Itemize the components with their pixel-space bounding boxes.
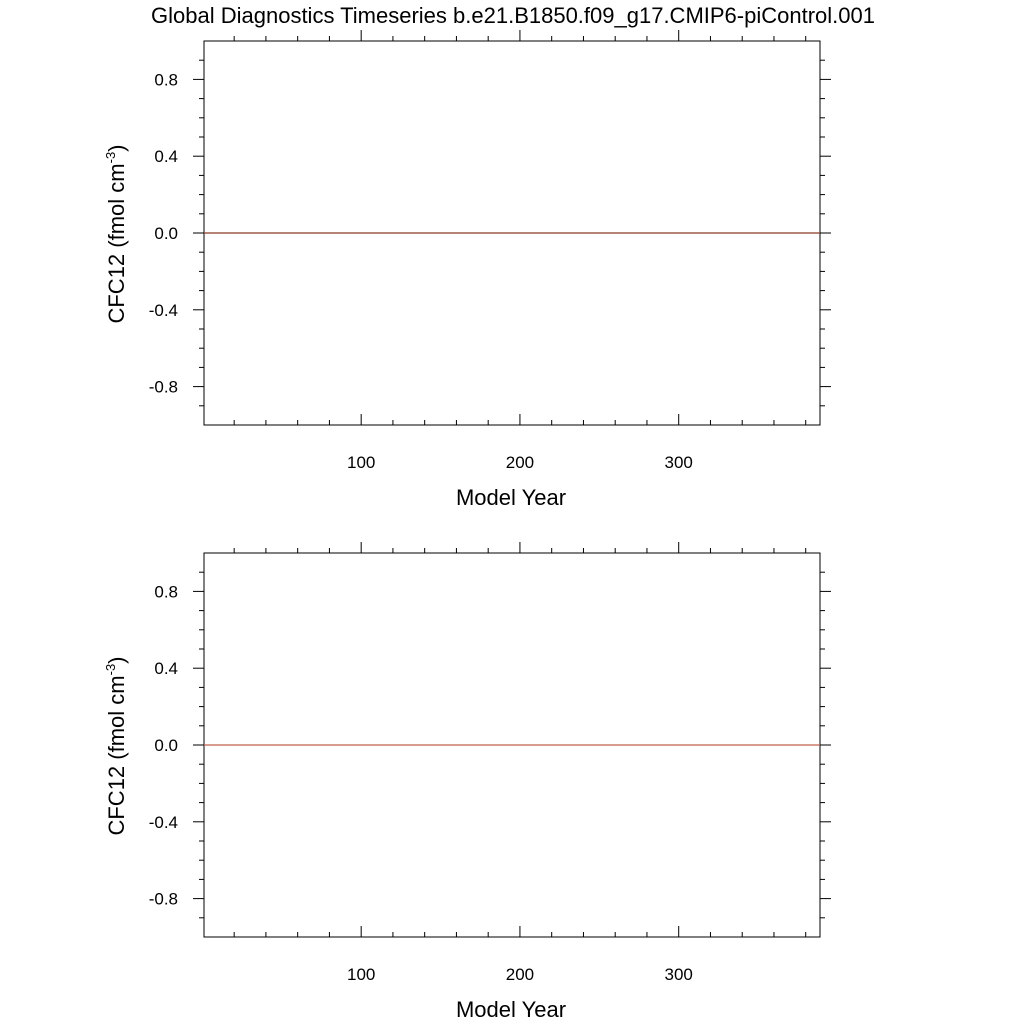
y-tick-label: 0.4 [154, 147, 178, 166]
y-axis-label: CFC12 (fmol cm-3) [103, 144, 129, 323]
chart-panel-bottom: 100 200 300 -0.8 -0.4 0.0 0.4 0.8 Model Year CFC1… [103, 542, 831, 1022]
y-tick-label: -0.4 [149, 301, 178, 320]
x-tick-label: 200 [506, 453, 534, 472]
y-tick-label: 0.4 [154, 659, 178, 678]
y-tick-label: -0.8 [149, 378, 178, 397]
y-tick-label: 0.8 [154, 582, 178, 601]
y-tick-label: 0.8 [154, 70, 178, 89]
x-axis-label: Model Year [456, 485, 566, 510]
y-tick-label: -0.8 [149, 890, 178, 909]
y-tick-label: 0.0 [154, 224, 178, 243]
chart-panel-top: 100 200 300 -0.8 -0.4 0.0 0.4 0.8 Model Year CFC1… [103, 30, 831, 510]
y-tick-label: -0.4 [149, 813, 178, 832]
y-tick-label: 0.0 [154, 736, 178, 755]
x-tick-label: 100 [347, 453, 375, 472]
x-tick-label: 100 [347, 965, 375, 984]
y-axis-label: CFC12 (fmol cm-3) [103, 656, 129, 835]
x-tick-label: 300 [665, 965, 693, 984]
figure-title: Global Diagnostics Timeseries b.e21.B185… [151, 3, 875, 28]
x-tick-label: 200 [506, 965, 534, 984]
x-axis-label: Model Year [456, 997, 566, 1022]
x-tick-label: 300 [665, 453, 693, 472]
